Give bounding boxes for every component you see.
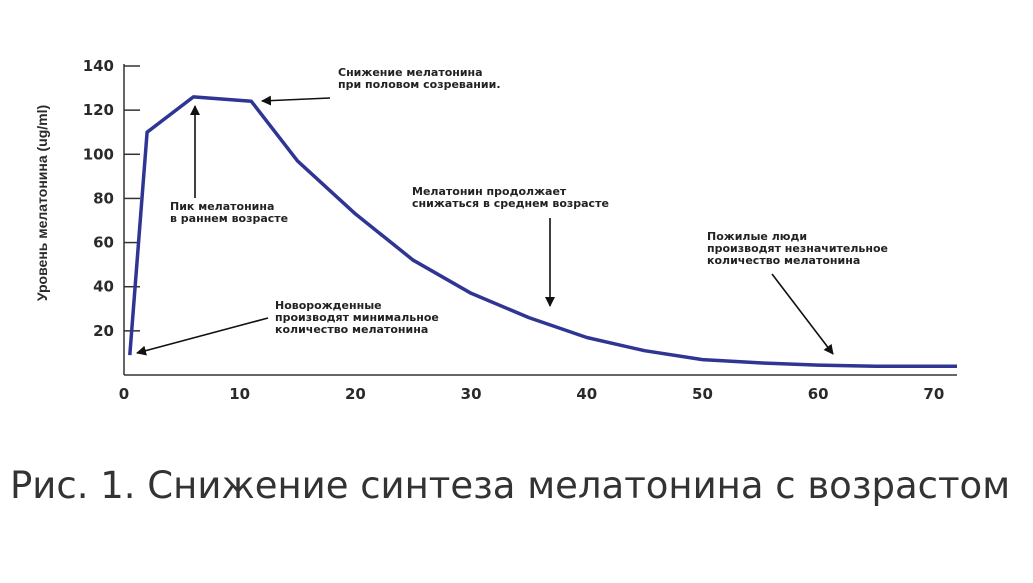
x-tick-label: 50 <box>692 385 713 403</box>
x-tick-label: 0 <box>119 385 129 403</box>
x-tick-label: 10 <box>229 385 250 403</box>
x-tick-label: 70 <box>923 385 944 403</box>
annotation-text: количество мелатонина <box>275 323 428 336</box>
y-tick-label: 60 <box>93 234 114 252</box>
annotation-text: производят незначительное <box>707 242 888 255</box>
x-tick-label: 30 <box>461 385 482 403</box>
annotation-text: Мелатонин продолжает <box>412 185 567 198</box>
x-tick-label: 60 <box>808 385 829 403</box>
y-tick-label: 40 <box>93 278 114 296</box>
annotation-text: Пожилые люди <box>707 230 807 243</box>
melatonin-level-line <box>128 95 957 368</box>
annotation-text: производят минимальное <box>275 311 439 324</box>
y-tick-label: 140 <box>83 57 114 75</box>
annotation-text: Пик мелатонина <box>170 200 274 213</box>
y-axis-label: Уровень мелатонина (ug/ml) <box>34 105 50 301</box>
y-ticks: 20 40 60 80 100 120 140 <box>83 57 140 340</box>
annotation-arrow <box>136 317 269 356</box>
annotation-text: количество мелатонина <box>707 254 860 267</box>
x-ticks: 0 10 20 30 40 50 60 70 <box>119 385 945 403</box>
annotation-text: Снижение мелатонина <box>338 66 483 79</box>
annotation-arrow <box>261 95 331 106</box>
annotation-text: при половом созревании. <box>338 78 501 91</box>
y-tick-label: 20 <box>93 322 114 340</box>
annotation-text: в раннем возрасте <box>170 212 288 225</box>
annotation-text: снижаться в среднем возрасте <box>412 197 609 210</box>
x-tick-label: 20 <box>345 385 366 403</box>
y-tick-label: 80 <box>93 189 114 207</box>
annotation-arrow <box>771 273 834 355</box>
axes <box>123 64 957 376</box>
melatonin-chart: Уровень мелатонина (ug/ml) 2040608010012… <box>34 57 957 403</box>
y-tick-label: 100 <box>83 145 114 163</box>
x-tick-label: 40 <box>576 385 597 403</box>
annotation-text: Новорожденные <box>275 299 382 312</box>
figure-caption: Рис. 1. Снижение синтеза мелатонина с во… <box>10 464 1011 507</box>
y-tick-label: 120 <box>83 101 114 119</box>
